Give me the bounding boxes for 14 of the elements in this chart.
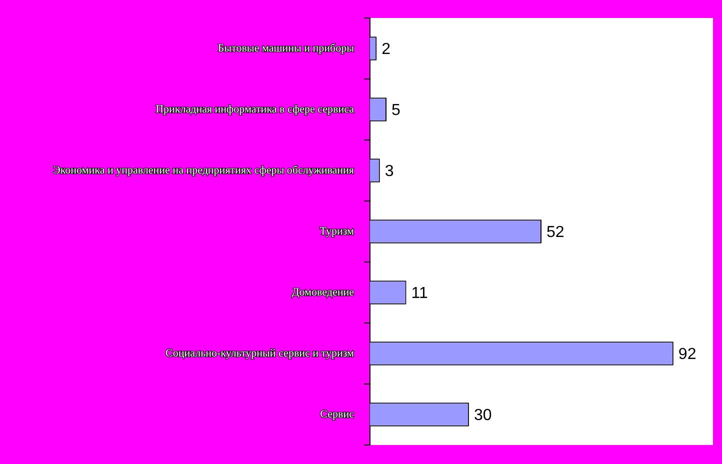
y-tick-label: Социально-культурный сервис и туризм	[166, 347, 354, 360]
data-label: 2	[382, 40, 391, 58]
data-label: 92	[678, 346, 696, 363]
data-label: 3	[384, 162, 394, 180]
y-tick-label: Домоведение	[292, 286, 354, 298]
y-tick-label: Туризм	[320, 225, 354, 238]
y-tick-label: Бытовые машины и приборы	[218, 42, 355, 54]
data-label: 52	[546, 224, 564, 241]
data-label: 30	[474, 406, 492, 424]
data-label: 5	[391, 102, 400, 119]
y-tick-label: Сервис	[320, 408, 354, 420]
y-tick-label: Экономика и управление на предприятиях сферы обслуживания	[53, 164, 354, 176]
data-label: 11	[411, 284, 428, 302]
y-tick-label: Прикладная информатика в сфере сервиса	[156, 103, 354, 116]
